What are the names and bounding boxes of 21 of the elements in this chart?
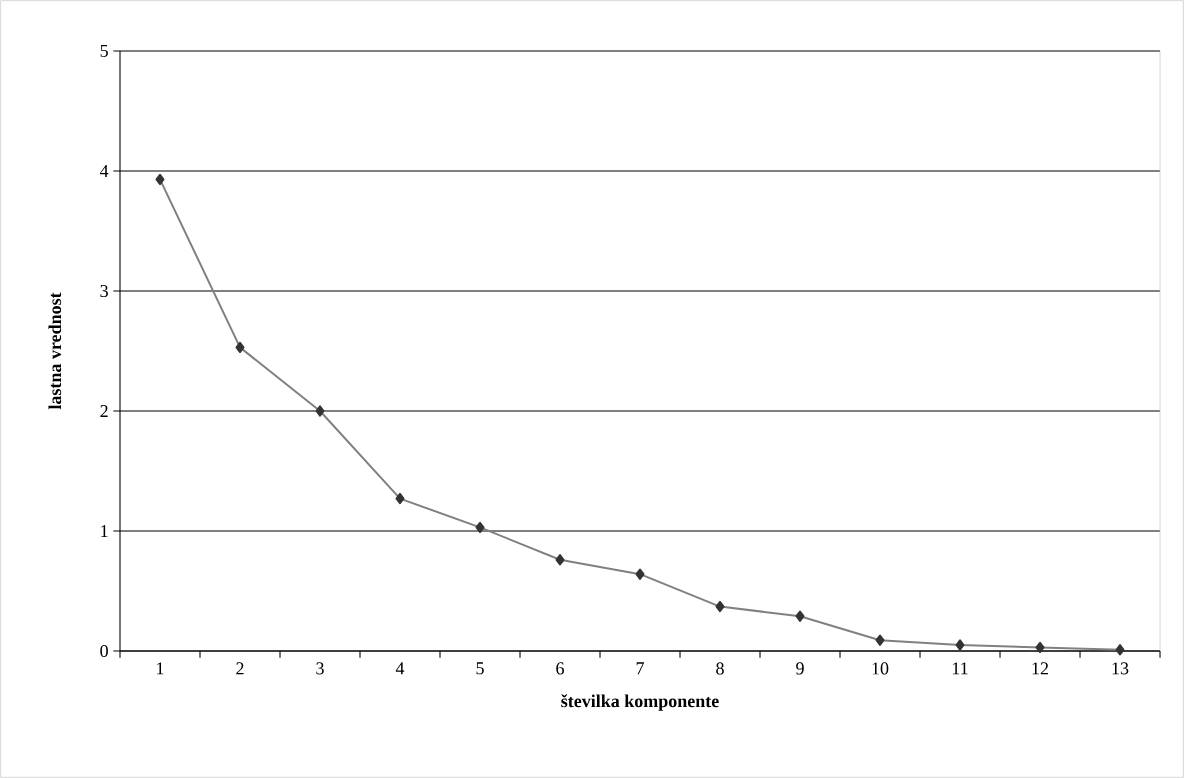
x-tick-label: 1 [157,662,164,675]
x-tick-label: 2 [236,662,244,675]
x-tick-label: 13 [1112,662,1129,675]
y-tick-label: 3 [100,284,108,298]
x-tick-label: 5 [476,662,484,675]
x-tick-label: 6 [556,662,564,675]
x-tick-label: 11 [952,662,968,675]
x-axis-title: številka komponente [561,694,719,711]
x-tick-label: 8 [716,662,724,675]
y-tick-label: 2 [100,405,108,417]
y-tick-label: 1 [101,525,108,537]
x-tick-label: 10 [872,662,889,675]
x-tick-label: 9 [796,662,804,675]
y-tick-label: 4 [99,165,109,177]
y-axis-title: lastna vrednost [48,292,62,410]
y-tick-label: 5 [100,45,108,57]
x-tick-label: 3 [316,662,324,675]
x-tick-label: 7 [636,662,644,675]
x-tick-label: 12 [1032,662,1049,675]
y-tick-label: 0 [100,644,108,658]
x-tick-label: 4 [395,662,405,675]
